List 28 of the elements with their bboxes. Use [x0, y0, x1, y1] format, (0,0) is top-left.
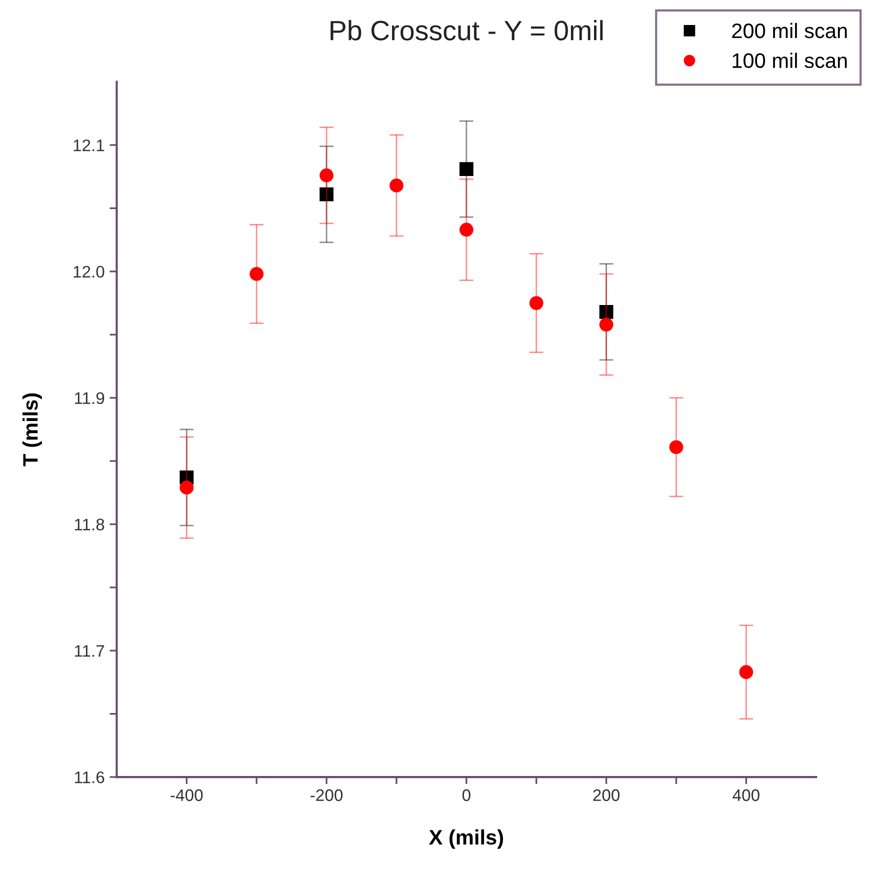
legend-label: 100 mil scan — [732, 52, 847, 68]
point — [250, 267, 264, 281]
point — [529, 296, 544, 310]
point — [320, 168, 334, 182]
y-tick-label: 11.8 — [74, 518, 104, 530]
y-tick-label: 11.9 — [74, 392, 104, 404]
point — [180, 480, 194, 495]
point — [459, 162, 474, 176]
x-tick-label: -400 — [170, 789, 203, 802]
y-tick-label: 12.1 — [74, 139, 104, 152]
chart-title: Pb Crosscut - Y = 0mil — [330, 20, 603, 40]
point — [459, 222, 474, 237]
point — [669, 440, 684, 454]
y-tick-label: 12.0 — [74, 266, 104, 278]
point — [739, 665, 754, 680]
x-tick-label: 200 — [593, 789, 620, 802]
y-tick-label: 11.7 — [74, 645, 104, 657]
y-axis-title: T (mils) — [22, 393, 42, 466]
x-tick-label: -200 — [310, 789, 343, 802]
legend-label: 200 mil scan — [732, 22, 847, 38]
x-tick-label: 0 — [462, 789, 470, 802]
point — [599, 304, 614, 319]
x-tick-label: 400 — [732, 789, 760, 802]
x-axis-title: X (mils) — [428, 829, 504, 849]
point — [390, 178, 404, 192]
y-tick-label: 11.6 — [74, 771, 104, 784]
point — [599, 318, 614, 332]
point — [320, 187, 334, 202]
